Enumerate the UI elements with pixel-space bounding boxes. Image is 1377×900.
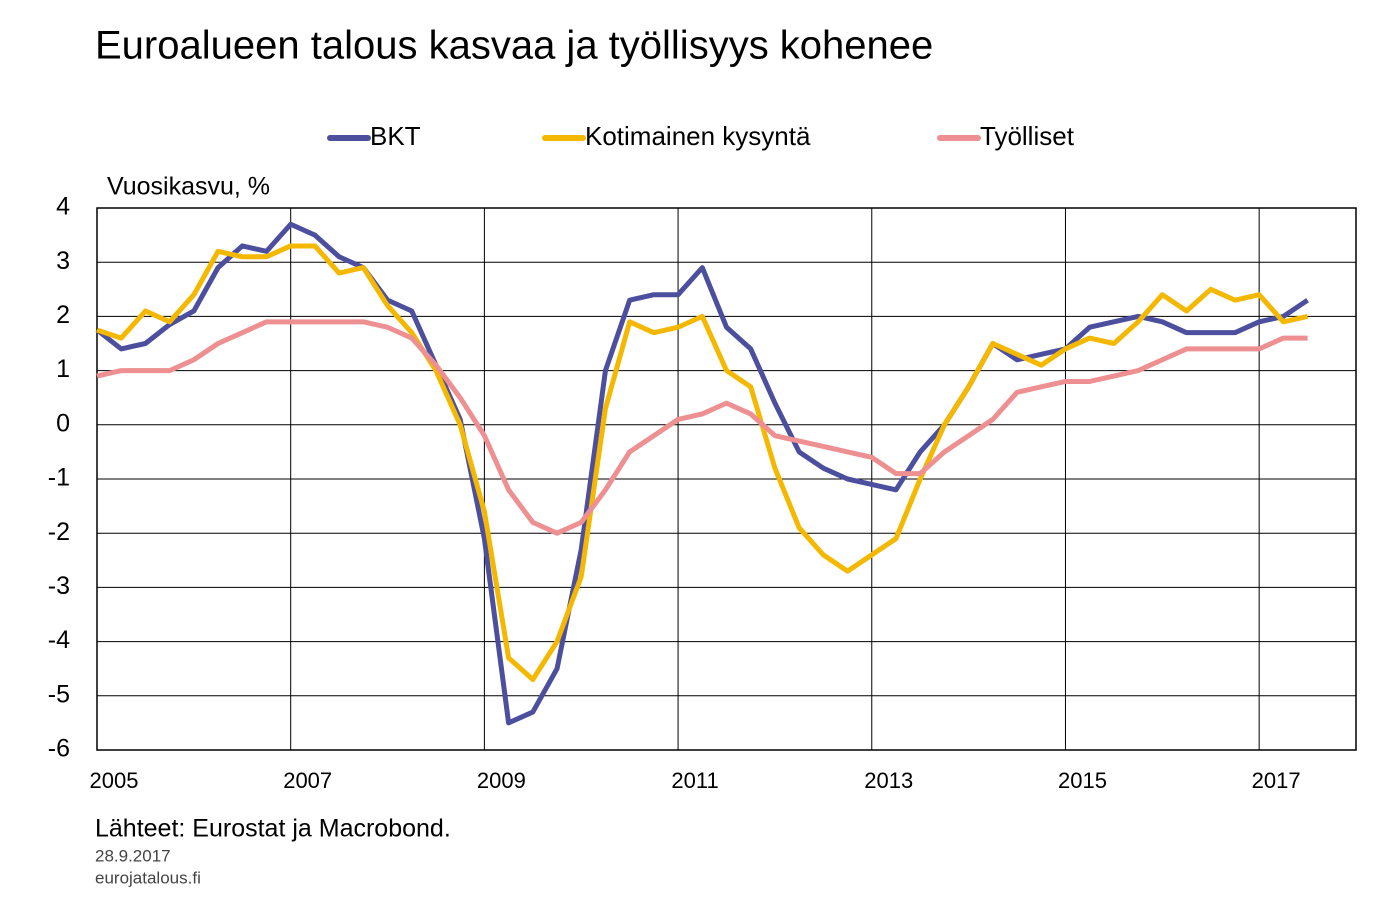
y-tick-label: 3 [56,247,70,275]
x-tick-label: 2007 [283,768,332,793]
y-tick-label: -2 [48,518,70,546]
x-tick-label: 2015 [1058,768,1107,793]
y-tick-label: 4 [56,193,70,221]
y-tick-label: -4 [48,626,70,654]
series-line [96,243,1309,683]
y-tick-label: -1 [48,464,70,492]
legend-label: BKT [370,121,421,151]
series-line [95,221,1309,726]
y-tick-label: -6 [48,735,70,763]
y-tick-label: -5 [48,680,70,708]
plot-frame [96,207,1357,751]
site: eurojatalous.fi [95,868,201,887]
x-tick-label: 2013 [864,768,913,793]
source: Lähteet: Eurostat ja Macrobond. [95,815,451,843]
y-tick-label: 2 [56,301,70,329]
y-tick-label: -3 [48,572,70,600]
x-tick-label: 2005 [90,768,139,793]
chart-title: Euroalueen talous kasvaa ja työllisyys k… [95,24,933,68]
series-line [96,319,1308,536]
date: 28.9.2017 [95,846,171,865]
x-tick-label: 2009 [477,768,526,793]
y-tick-label: 0 [56,409,70,437]
y-axis-label: Vuosikasvu, % [107,173,270,201]
legend-label: Kotimainen kysyntä [585,121,811,151]
x-tick-label: 2011 [671,768,718,793]
y-tick-label: 1 [56,355,70,383]
legend-label: Työlliset [980,121,1075,151]
x-tick-label: 2017 [1252,768,1301,793]
